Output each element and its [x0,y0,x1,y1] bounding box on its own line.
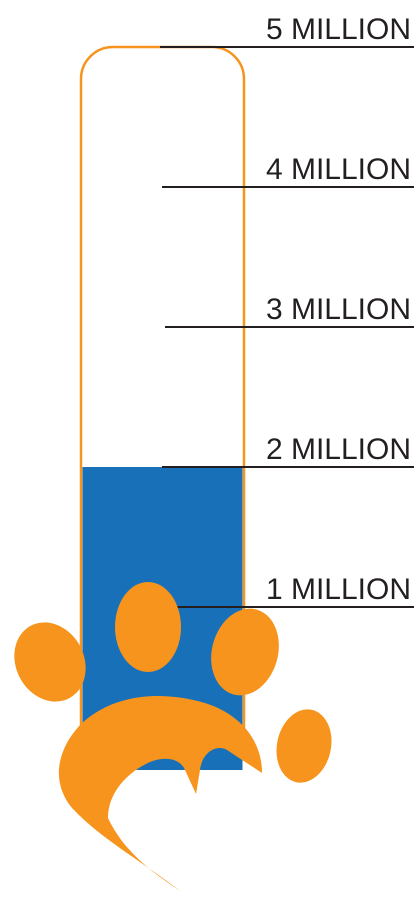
paw-toe-left [14,622,86,702]
tick-label-5: 5 MILLION [266,13,411,46]
paw-toe-right [211,608,279,696]
paw-print-icon [14,582,332,891]
tick-group: 1 MILLION 2 MILLION 3 MILLION 4 MILLION 5 MI… [160,13,414,608]
paw-pad [58,696,263,891]
tick-label-3: 3 MILLION [266,293,411,326]
paw-toe-outer [276,709,332,783]
paw-toe-middle [115,582,181,672]
tick-label-2: 2 MILLION [266,433,411,466]
tick-label-1: 1 MILLION [266,573,411,606]
tick-label-4: 4 MILLION [266,153,411,186]
